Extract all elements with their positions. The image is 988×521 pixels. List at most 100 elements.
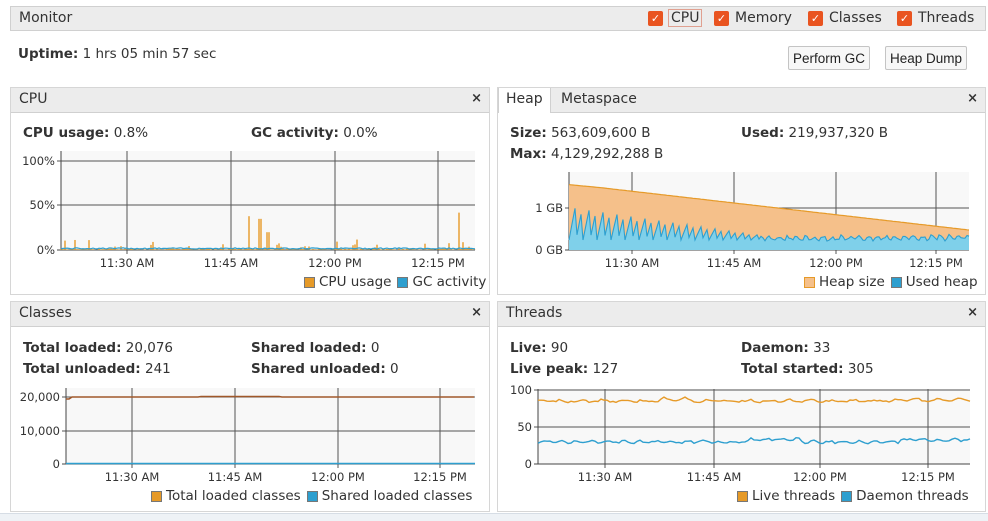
legend-live-threads: Live threads <box>737 488 835 504</box>
live-threads-label: Live: <box>510 340 547 356</box>
live-threads-value: 90 <box>550 340 569 356</box>
checkbox-memory-label: Memory <box>735 10 792 26</box>
live-threads-line <box>538 396 971 404</box>
total-loaded-line <box>66 395 474 400</box>
x-tick-label: 12:00 PM <box>809 256 863 270</box>
x-tick-label: 12:15 PM <box>901 470 955 484</box>
cpu-usage-stat: CPU usage: 0.8% <box>23 125 148 141</box>
legend-label: Live threads <box>752 488 836 504</box>
daemon-threads-stat: Daemon: 33 <box>741 340 830 356</box>
legend-label: Heap size <box>819 274 885 290</box>
x-tick-label: 11:30 AM <box>105 470 160 484</box>
heap-max-stat: Max: 4,129,292,288 B <box>510 146 663 162</box>
live-peak-value: 127 <box>592 361 619 377</box>
total-unloaded-stat: Total unloaded: 241 <box>23 361 171 377</box>
x-tick-label: 11:45 AM <box>687 470 742 484</box>
legend-label: Shared loaded classes <box>321 488 473 504</box>
shared-unloaded-value: 0 <box>390 361 399 377</box>
uptime-value: 1 hrs 05 min 57 sec <box>82 46 217 62</box>
heap-used-stat: Used: 219,937,320 B <box>741 125 888 141</box>
close-icon[interactable]: × <box>471 91 482 106</box>
shared-unloaded-stat: Shared unloaded: 0 <box>251 361 399 377</box>
heap-used-value: 219,937,320 B <box>788 125 888 141</box>
shared-loaded-label: Shared loaded: <box>251 340 367 356</box>
legend-label: Total loaded classes <box>166 488 301 504</box>
tab-heap[interactable]: Heap <box>498 88 551 113</box>
memory-panel-header: Heap Metaspace × <box>498 88 985 113</box>
checkbox-cpu-label: CPU <box>667 9 703 27</box>
x-tick-label: 11:45 AM <box>707 256 762 270</box>
cpu-usage-value: 0.8% <box>113 125 149 141</box>
checkbox-cpu[interactable]: ✓ CPU <box>648 9 703 27</box>
legend-label: GC activity <box>412 274 487 290</box>
y-tick-label: 100 <box>510 383 532 397</box>
y-tick-label: 0 GB <box>535 243 563 257</box>
heap-used-label: Used: <box>741 125 785 141</box>
legend-daemon-threads: Daemon threads <box>841 488 969 504</box>
x-tick-label: 11:45 AM <box>204 256 259 270</box>
heap-dump-button[interactable]: Heap Dump <box>885 46 968 70</box>
plot-area <box>66 388 475 464</box>
y-tick-label: 20,000 <box>20 390 60 404</box>
legend-swatch <box>804 276 815 288</box>
heap-max-value: 4,129,292,288 B <box>550 146 664 162</box>
cpu-panel-header: CPU × <box>11 88 489 113</box>
total-loaded-value: 20,076 <box>125 340 174 356</box>
x-tick-label: 12:00 PM <box>311 470 365 484</box>
cpu-panel-title: CPU <box>19 91 48 107</box>
close-icon[interactable]: × <box>471 305 482 320</box>
live-peak-label: Live peak: <box>510 361 589 377</box>
live-peak-stat: Live peak: 127 <box>510 361 618 377</box>
y-tick-label: 100% <box>22 154 55 168</box>
cpu-legend: CPU usage GC activity <box>298 274 486 290</box>
legend-swatch <box>841 490 853 502</box>
threads-panel-header: Threads × <box>498 302 985 327</box>
uptime: Uptime: 1 hrs 05 min 57 sec <box>18 46 216 62</box>
threads-panel-title: Threads <box>506 305 563 321</box>
legend-gc-activity: GC activity <box>397 274 486 290</box>
x-tick-label: 11:45 AM <box>208 470 263 484</box>
legend-heap-size: Heap size <box>804 274 885 290</box>
y-tick-label: 0 <box>525 457 532 471</box>
legend-swatch <box>397 276 409 288</box>
cpu-usage-label: CPU usage: <box>23 125 110 141</box>
legend-total-loaded: Total loaded classes <box>151 488 301 504</box>
perform-gc-button[interactable]: Perform GC <box>788 46 871 70</box>
total-unloaded-value: 241 <box>145 361 171 377</box>
heap-max-label: Max: <box>510 146 547 162</box>
checkbox-classes[interactable]: ✓ Classes <box>808 9 882 27</box>
x-tick-label: 11:30 AM <box>578 470 633 484</box>
total-started-stat: Total started: 305 <box>741 361 874 377</box>
close-icon[interactable]: × <box>967 305 978 320</box>
x-tick-label: 12:15 PM <box>411 256 465 270</box>
checkbox-memory[interactable]: ✓ Memory <box>714 9 792 27</box>
classes-panel-header: Classes × <box>11 302 489 327</box>
used-heap-line <box>568 208 970 243</box>
gc-activity-label: GC activity: <box>251 125 339 141</box>
x-tick-label: 11:30 AM <box>605 256 660 270</box>
checkbox-classes-label: Classes <box>829 10 882 26</box>
status-strip <box>0 513 988 521</box>
total-started-label: Total started: <box>741 361 844 377</box>
tab-metaspace[interactable]: Metaspace <box>561 91 637 107</box>
monitor-titlebar: Monitor <box>10 6 986 31</box>
classes-legend: Total loaded classes Shared loaded class… <box>145 488 472 504</box>
x-tick-label: 12:00 PM <box>308 256 362 270</box>
y-tick-label: 50% <box>29 198 55 212</box>
total-loaded-stat: Total loaded: 20,076 <box>23 340 173 356</box>
daemon-threads-line <box>537 436 971 445</box>
legend-shared-loaded: Shared loaded classes <box>306 488 473 504</box>
legend-label: CPU usage <box>319 274 392 290</box>
shared-loaded-value: 0 <box>370 340 380 356</box>
close-icon[interactable]: × <box>967 91 978 106</box>
used-heap-area <box>569 208 969 250</box>
y-tick-label: 50 <box>517 420 532 434</box>
y-tick-label: 0 <box>53 457 60 471</box>
heap-size-label: Size: <box>510 125 547 141</box>
checkbox-threads[interactable]: ✓ Threads <box>897 9 974 27</box>
shared-unloaded-label: Shared unloaded: <box>251 361 386 377</box>
gc-activity-line <box>60 247 476 250</box>
legend-used-heap: Used heap <box>890 274 978 290</box>
